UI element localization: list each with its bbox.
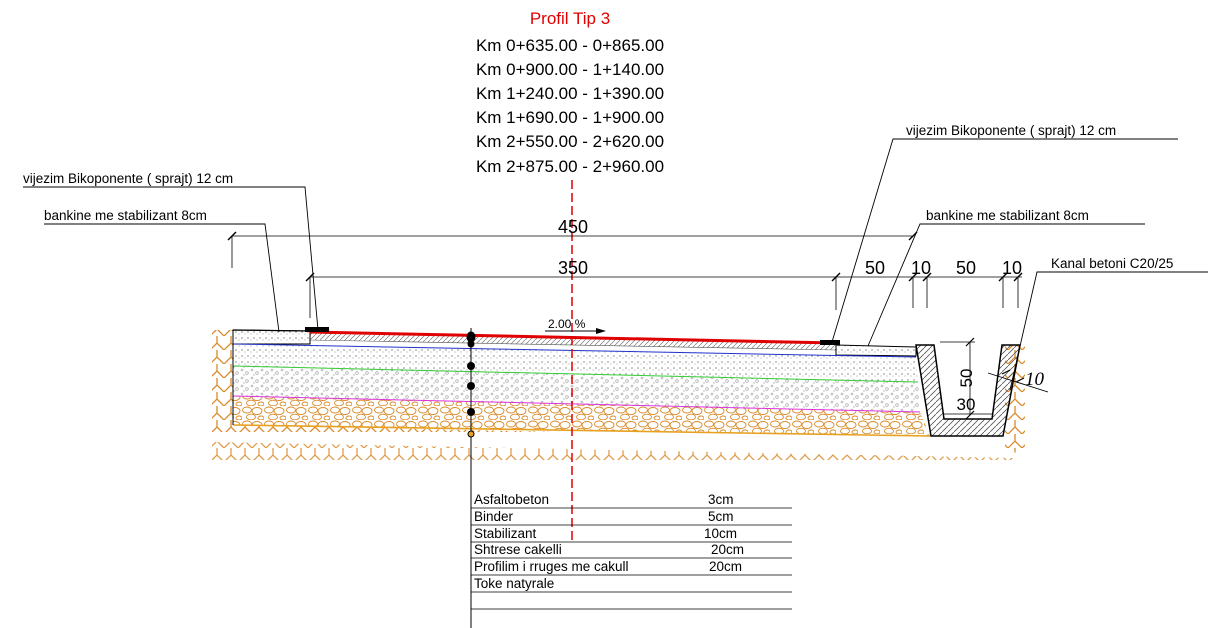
channel-bottom-label: 30 [957, 395, 976, 414]
slope-arrow-icon [596, 328, 606, 334]
km-range: Km 1+240.00 - 1+390.00 [476, 84, 664, 103]
legend-layer-thickness: 20cm [711, 542, 744, 557]
legend-layer-thickness: 3cm [708, 492, 734, 507]
km-range-list: Km 0+635.00 - 0+865.00 Km 0+900.00 - 1+1… [476, 36, 664, 176]
profile-title: Profil Tip 3 [530, 9, 610, 28]
km-range: Km 2+550.00 - 2+620.00 [476, 132, 664, 151]
layer-line-green [232, 365, 919, 383]
legend-layer-name: Stabilizant [474, 526, 537, 541]
legend-layer-name: Profilim i rruges me cakull [474, 559, 629, 574]
layer-line-blue [232, 343, 917, 358]
layer-profilim [233, 396, 930, 436]
concrete-channel [915, 344, 1021, 437]
legend-layer-thickness: 20cm [709, 559, 742, 574]
legend-layer-name: Binder [474, 509, 514, 524]
channel-wall-label: 10 [1025, 369, 1045, 390]
leader-marking-right: vijezim Bikoponente ( sprajt) 12 cm [831, 123, 1178, 343]
svg-text:50: 50 [956, 258, 976, 278]
svg-text:Kanal betoni C20/25: Kanal betoni C20/25 [1051, 256, 1173, 271]
channel-dimensions: 50 30 10 [940, 337, 1049, 420]
dimension-total-width: 450 [227, 217, 918, 268]
asphalt-surface [309, 330, 837, 345]
legend-layer-thickness: 10cm [704, 526, 737, 541]
km-range: Km 0+635.00 - 0+865.00 [476, 36, 664, 55]
svg-text:bankine me stabilizant 8cm: bankine me stabilizant 8cm [926, 208, 1089, 223]
layer-cakell [233, 365, 920, 412]
road-marking-left [305, 327, 329, 332]
layer-line-orange [232, 424, 931, 437]
dimension-carriageway: 350 [305, 258, 1022, 318]
leader-shoulder-right: bankine me stabilizant 8cm [867, 208, 1145, 347]
slope-label: 2.00 % [548, 317, 586, 331]
svg-text:10: 10 [1002, 258, 1022, 278]
legend-layer-name: Shtrese cakelli [474, 542, 562, 557]
svg-text:50: 50 [865, 258, 885, 278]
leader-marking-left: vijezim Bikoponente ( sprajt) 12 cm [23, 171, 319, 331]
km-range: Km 1+690.00 - 1+900.00 [476, 108, 664, 127]
svg-text:bankine me stabilizant 8cm: bankine me stabilizant 8cm [44, 208, 207, 223]
svg-text:10: 10 [911, 258, 931, 278]
legend-layer-name: Asfaltobeton [474, 492, 549, 507]
km-range: Km 0+900.00 - 1+140.00 [476, 60, 664, 79]
shoulder-right [835, 344, 917, 357]
svg-text:vijezim Bikoponente ( sprajt): vijezim Bikoponente ( sprajt) 12 cm [23, 171, 233, 186]
leader-shoulder-left: bankine me stabilizant 8cm [44, 208, 280, 333]
layer-legend: Asfaltobeton 3cm Binder 5cm Stabilizant … [471, 492, 792, 610]
channel-depth-label: 50 [957, 369, 976, 388]
legend-layer-name: Toke natyrale [474, 576, 554, 591]
dimension-right-parts: 50 10 50 10 [865, 258, 1023, 308]
leader-channel: Kanal betoni C20/25 [1009, 256, 1208, 391]
legend-layer-thickness: 5cm [708, 509, 734, 524]
svg-text:350: 350 [558, 258, 588, 278]
svg-text:vijezim Bikoponente ( sprajt): vijezim Bikoponente ( sprajt) 12 cm [906, 123, 1116, 138]
svg-text:450: 450 [558, 217, 588, 237]
road-marking-right [820, 340, 840, 345]
layer-line-magenta [232, 395, 921, 413]
shoulder-left [232, 329, 311, 345]
km-range: Km 2+875.00 - 2+960.00 [476, 157, 664, 176]
